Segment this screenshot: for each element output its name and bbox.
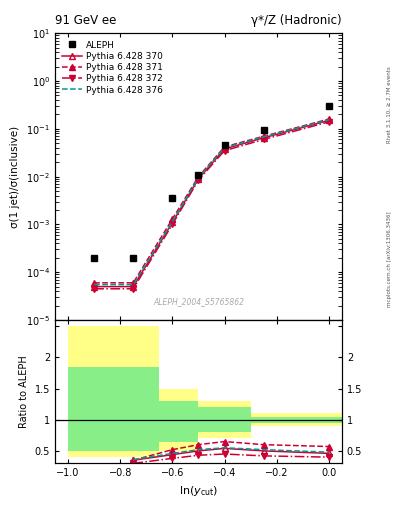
Text: Rivet 3.1.10, ≥ 2.7M events: Rivet 3.1.10, ≥ 2.7M events bbox=[387, 67, 391, 143]
ALEPH bbox=[261, 127, 266, 133]
Pythia 6.428 370 bbox=[327, 117, 331, 123]
Pythia 6.428 370 bbox=[92, 284, 97, 290]
ALEPH bbox=[131, 255, 136, 261]
Pythia 6.428 370 bbox=[196, 176, 201, 182]
Pythia 6.428 371 bbox=[131, 280, 136, 286]
ALEPH bbox=[327, 103, 331, 109]
Legend: ALEPH, Pythia 6.428 370, Pythia 6.428 371, Pythia 6.428 372, Pythia 6.428 376: ALEPH, Pythia 6.428 370, Pythia 6.428 37… bbox=[59, 38, 165, 97]
Pythia 6.428 376 bbox=[92, 282, 97, 288]
Pythia 6.428 372 bbox=[261, 136, 266, 142]
ALEPH bbox=[196, 172, 201, 178]
Pythia 6.428 372 bbox=[170, 221, 175, 227]
X-axis label: $\ln(y_{\rm cut})$: $\ln(y_{\rm cut})$ bbox=[179, 484, 218, 498]
Pythia 6.428 371 bbox=[196, 174, 201, 180]
Line: Pythia 6.428 376: Pythia 6.428 376 bbox=[94, 120, 329, 285]
Text: ALEPH_2004_S5765862: ALEPH_2004_S5765862 bbox=[153, 296, 244, 306]
Pythia 6.428 376 bbox=[131, 282, 136, 288]
Text: 91 GeV ee: 91 GeV ee bbox=[55, 14, 116, 27]
Pythia 6.428 376 bbox=[170, 219, 175, 225]
Pythia 6.428 371 bbox=[222, 144, 227, 150]
Line: Pythia 6.428 372: Pythia 6.428 372 bbox=[91, 119, 332, 291]
Line: Pythia 6.428 371: Pythia 6.428 371 bbox=[91, 116, 332, 286]
Pythia 6.428 372 bbox=[196, 177, 201, 183]
Pythia 6.428 370 bbox=[131, 284, 136, 290]
Pythia 6.428 370 bbox=[222, 146, 227, 152]
Pythia 6.428 370 bbox=[261, 135, 266, 141]
Pythia 6.428 371 bbox=[170, 216, 175, 222]
ALEPH bbox=[92, 255, 97, 261]
Text: mcplots.cern.ch [arXiv:1306.3436]: mcplots.cern.ch [arXiv:1306.3436] bbox=[387, 211, 391, 307]
Pythia 6.428 372 bbox=[327, 119, 331, 125]
Y-axis label: σ(1 jet)/σ(inclusive): σ(1 jet)/σ(inclusive) bbox=[10, 125, 20, 228]
Pythia 6.428 376 bbox=[196, 175, 201, 181]
Pythia 6.428 371 bbox=[261, 133, 266, 139]
Pythia 6.428 372 bbox=[222, 147, 227, 154]
Pythia 6.428 376 bbox=[327, 117, 331, 123]
Pythia 6.428 376 bbox=[222, 145, 227, 151]
Pythia 6.428 370 bbox=[170, 219, 175, 225]
ALEPH bbox=[170, 196, 175, 202]
Line: Pythia 6.428 370: Pythia 6.428 370 bbox=[91, 118, 332, 289]
Text: γ*/Z (Hadronic): γ*/Z (Hadronic) bbox=[251, 14, 342, 27]
Pythia 6.428 372 bbox=[92, 286, 97, 292]
Pythia 6.428 371 bbox=[92, 280, 97, 286]
ALEPH bbox=[222, 142, 227, 148]
Pythia 6.428 371 bbox=[327, 116, 331, 122]
Line: ALEPH: ALEPH bbox=[91, 103, 332, 261]
Pythia 6.428 376 bbox=[261, 134, 266, 140]
Pythia 6.428 372 bbox=[131, 286, 136, 292]
Y-axis label: Ratio to ALEPH: Ratio to ALEPH bbox=[19, 355, 29, 428]
